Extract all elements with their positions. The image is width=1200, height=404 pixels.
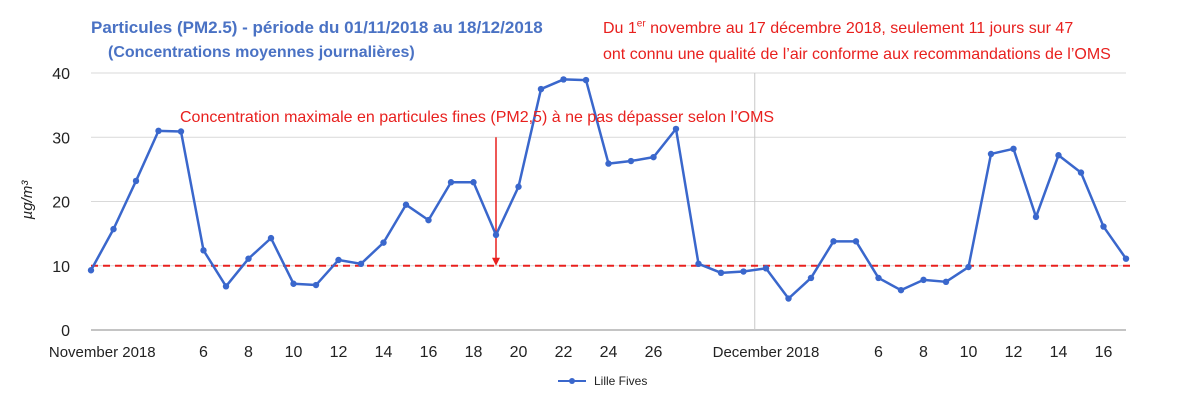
note-line-1-start: Du 1 bbox=[603, 20, 637, 37]
x-tick-label: 20 bbox=[510, 344, 528, 361]
data-point bbox=[717, 269, 725, 277]
data-point bbox=[807, 274, 815, 282]
data-point bbox=[177, 128, 185, 135]
x-tick-label: 16 bbox=[1095, 344, 1113, 361]
data-point bbox=[582, 76, 590, 84]
data-point bbox=[312, 281, 320, 289]
chart-subtitle: (Concentrations moyennes journalières) bbox=[108, 44, 415, 61]
data-point bbox=[87, 267, 95, 274]
data-point bbox=[537, 85, 545, 93]
data-point bbox=[290, 280, 297, 287]
x-tick-label: 18 bbox=[465, 344, 483, 361]
x-tick-label: 22 bbox=[555, 344, 573, 361]
note-line-1: Du 1er novembre au 17 décembre 2018, seu… bbox=[603, 16, 1111, 42]
data-point bbox=[830, 238, 837, 245]
y-tick-label: 40 bbox=[52, 66, 70, 83]
threshold-label: Concentration maximale en particules fin… bbox=[180, 109, 775, 126]
data-point bbox=[942, 278, 950, 286]
legend: Lille Fives bbox=[558, 374, 647, 388]
data-point bbox=[380, 239, 387, 246]
data-point bbox=[695, 260, 702, 268]
x-tick-label: 14 bbox=[1050, 344, 1068, 361]
data-point bbox=[650, 153, 657, 161]
data-point bbox=[447, 179, 455, 186]
data-point bbox=[425, 216, 432, 224]
note-line-2: ont connu une qualité de l’air conforme … bbox=[603, 46, 1111, 63]
data-point bbox=[357, 260, 365, 268]
y-axis-label: µg/m³ bbox=[19, 180, 36, 220]
data-point bbox=[1100, 223, 1107, 230]
data-point bbox=[852, 238, 860, 245]
data-point bbox=[155, 127, 162, 135]
data-point bbox=[402, 201, 410, 208]
data-point bbox=[245, 255, 252, 262]
legend-line-marker-icon bbox=[558, 376, 586, 386]
data-point bbox=[1032, 213, 1040, 221]
data-point bbox=[627, 157, 635, 165]
data-point bbox=[987, 150, 995, 158]
data-point bbox=[875, 274, 882, 282]
data-point bbox=[1077, 169, 1085, 176]
x-tick-label: 10 bbox=[285, 344, 303, 361]
y-tick-label: 20 bbox=[52, 195, 70, 212]
data-point bbox=[740, 268, 747, 275]
y-tick-label: 10 bbox=[52, 259, 70, 276]
x-tick-label: 6 bbox=[874, 344, 883, 361]
x-tick-label: 24 bbox=[600, 344, 618, 361]
y-axis-ticks: 0 10 20 30 40 bbox=[52, 66, 70, 340]
x-tick-label: 10 bbox=[960, 344, 978, 361]
data-point bbox=[222, 283, 230, 290]
data-point bbox=[267, 234, 275, 242]
note-line-1-end: novembre au 17 décembre 2018, seulement … bbox=[645, 20, 1074, 37]
note-line-1-superscript: er bbox=[636, 18, 646, 30]
data-point bbox=[1010, 145, 1017, 153]
x-tick-label: 8 bbox=[919, 344, 928, 361]
x-tick-label: December 2018 bbox=[713, 344, 820, 361]
data-point bbox=[920, 276, 927, 284]
data-point bbox=[335, 256, 342, 264]
data-point bbox=[110, 225, 117, 233]
y-tick-label: 0 bbox=[61, 323, 70, 340]
y-tick-label: 30 bbox=[52, 130, 70, 147]
x-tick-label: 6 bbox=[199, 344, 208, 361]
who-compliance-note: Du 1er novembre au 17 décembre 2018, seu… bbox=[603, 16, 1111, 68]
x-tick-label: 12 bbox=[330, 344, 348, 361]
data-point bbox=[515, 183, 522, 190]
data-point bbox=[785, 295, 792, 302]
data-point bbox=[200, 247, 207, 254]
series-lille-fives bbox=[87, 76, 1130, 302]
data-point bbox=[132, 177, 140, 185]
x-tick-label: 14 bbox=[375, 344, 393, 361]
x-tick-label: 26 bbox=[645, 344, 663, 361]
data-point bbox=[470, 179, 477, 186]
data-point bbox=[560, 76, 567, 83]
annotation-arrow bbox=[492, 137, 500, 266]
x-tick-label: 8 bbox=[244, 344, 253, 361]
data-point bbox=[672, 125, 680, 133]
x-tick-label: 16 bbox=[420, 344, 438, 361]
data-point bbox=[965, 263, 972, 271]
annotation-arrow-head bbox=[492, 257, 500, 266]
x-axis-ticks: November 2018 6 8 10 12 14 16 18 20 22 24 26 Decembe… bbox=[49, 344, 1113, 361]
data-point bbox=[492, 231, 500, 239]
data-point bbox=[1055, 152, 1062, 159]
legend-label: Lille Fives bbox=[594, 374, 648, 388]
data-point bbox=[897, 286, 905, 294]
data-point bbox=[1122, 255, 1130, 262]
data-point bbox=[605, 160, 612, 167]
x-tick-label: November 2018 bbox=[49, 344, 156, 361]
data-point bbox=[762, 265, 770, 272]
x-tick-label: 12 bbox=[1005, 344, 1023, 361]
chart-title: Particules (PM2.5) - période du 01/11/20… bbox=[91, 18, 543, 37]
